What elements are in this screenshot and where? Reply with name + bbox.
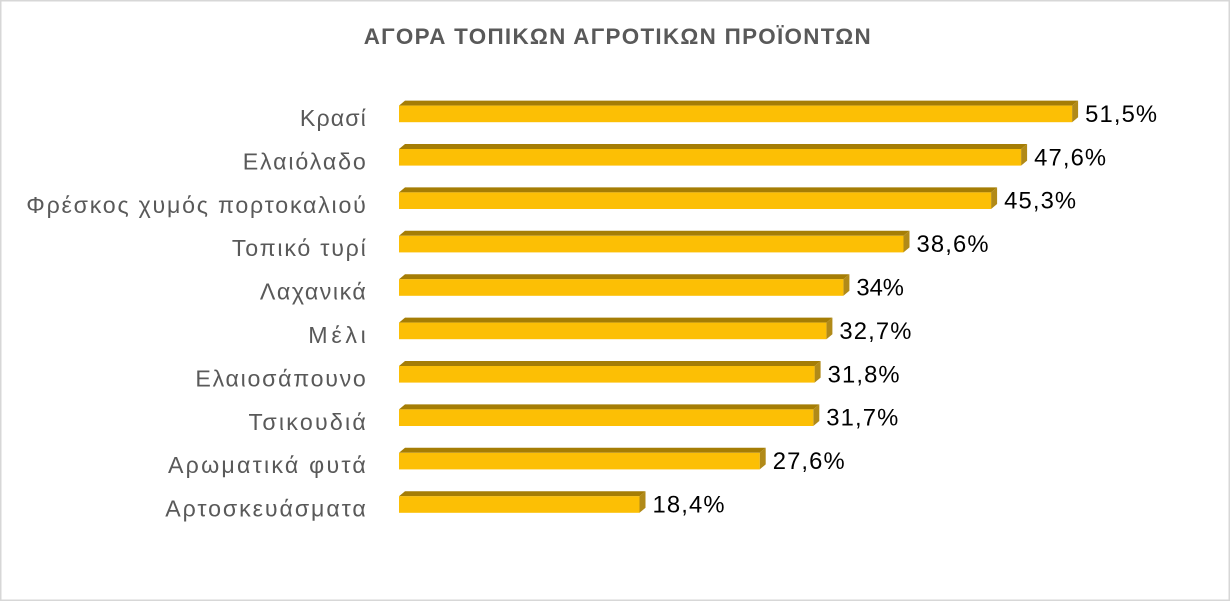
svg-text:Τσικουδιά: Τσικουδιά <box>249 409 366 435</box>
svg-text:34%: 34% <box>856 275 904 302</box>
svg-text:Αρτοσκευάσματα: Αρτοσκευάσματα <box>165 496 366 522</box>
svg-text:Λαχανικά: Λαχανικά <box>260 279 366 305</box>
svg-text:45,3%: 45,3% <box>1004 188 1076 215</box>
svg-text:Κρασί: Κρασί <box>300 105 366 131</box>
svg-text:ΑΓΟΡΑ ΤΟΠΙΚΩΝ ΑΓΡΟΤΙΚΩΝ ΠΡΟΪΟΝ: ΑΓΟΡΑ ΤΟΠΙΚΩΝ ΑΓΡΟΤΙΚΩΝ ΠΡΟΪΟΝΤΩΝ <box>364 24 871 49</box>
svg-text:31,8%: 31,8% <box>828 361 900 388</box>
svg-text:Μέλι: Μέλι <box>308 322 366 348</box>
svg-text:Τοπικό τυρί: Τοπικό τυρί <box>232 235 366 261</box>
svg-text:Ελαιόλαδο: Ελαιόλαδο <box>243 148 366 174</box>
svg-text:31,7%: 31,7% <box>826 405 898 432</box>
svg-text:18,4%: 18,4% <box>653 492 725 519</box>
svg-text:32,7%: 32,7% <box>839 318 911 345</box>
svg-text:Φρέσκος χυμός πορτοκαλιού: Φρέσκος χυμός πορτοκαλιού <box>26 192 366 218</box>
svg-text:51,5%: 51,5% <box>1085 101 1157 128</box>
svg-text:Ελαιοσάπουνο: Ελαιοσάπουνο <box>195 365 365 391</box>
svg-text:Αρωματικά φυτά: Αρωματικά φυτά <box>168 452 366 478</box>
svg-text:27,6%: 27,6% <box>773 448 845 475</box>
svg-text:38,6%: 38,6% <box>917 231 989 258</box>
svg-text:47,6%: 47,6% <box>1034 144 1106 171</box>
